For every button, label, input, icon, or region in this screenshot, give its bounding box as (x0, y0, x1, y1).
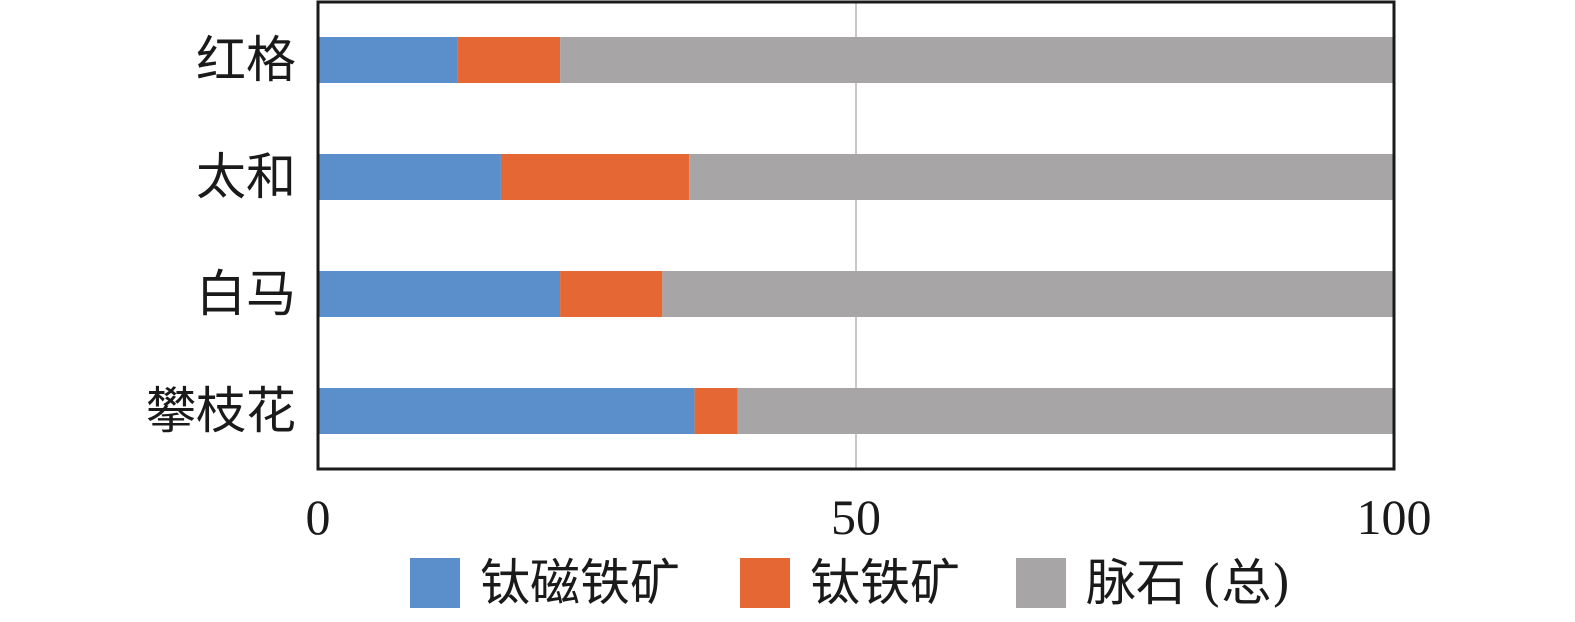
category-label: 攀枝花 (146, 382, 296, 440)
legend-item: 脉石 (总) (1016, 554, 1291, 612)
legend-item: 钛磁铁矿 (410, 554, 680, 612)
category-label: 白马 (196, 265, 296, 323)
plot-area-frame (316, 0, 1396, 471)
bar-红格-钛铁矿 (457, 37, 561, 83)
legend-swatch (1016, 558, 1066, 608)
legend-item: 钛铁矿 (740, 554, 960, 612)
x-tick-label: 100 (1357, 489, 1432, 545)
legend-label: 钛磁铁矿 (480, 554, 680, 612)
legend-label: 钛铁矿 (810, 554, 960, 612)
bars (318, 37, 1394, 434)
legend: 钛磁铁矿 钛铁矿 脉石 (总) (410, 554, 1291, 612)
legend-label: 脉石 (总) (1086, 554, 1291, 612)
bar-红格-脉石 (总) (560, 37, 1394, 83)
legend-swatch (740, 558, 790, 608)
legend-swatch (410, 558, 460, 608)
bar-太和-钛磁铁矿 (318, 154, 501, 200)
bar-攀枝花-钛铁矿 (694, 388, 738, 434)
bar-红格-钛磁铁矿 (318, 37, 458, 83)
bar-攀枝花-脉石 (总) (737, 388, 1394, 434)
bar-太和-钛铁矿 (500, 154, 690, 200)
x-tick-labels: 0 50 100 (306, 489, 1432, 545)
bar-白马-钛磁铁矿 (318, 271, 561, 317)
bar-攀枝花-钛磁铁矿 (318, 388, 695, 434)
category-label: 太和 (196, 148, 296, 206)
bar-白马-脉石 (总) (662, 271, 1394, 317)
x-tick-label: 50 (831, 489, 881, 545)
bar-太和-脉石 (总) (689, 154, 1394, 200)
bar-白马-钛铁矿 (560, 271, 663, 317)
category-label: 红格 (196, 31, 296, 89)
x-tick-label: 0 (306, 489, 331, 545)
